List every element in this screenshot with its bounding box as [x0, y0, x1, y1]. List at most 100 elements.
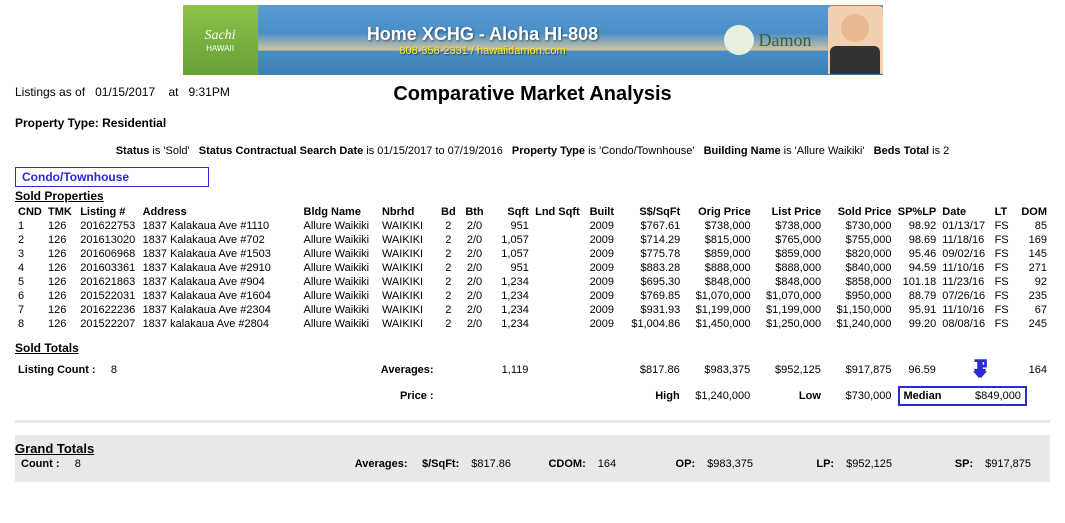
banner-text: Home XCHG - Aloha HI-808 808-358-2331 / … [258, 24, 708, 57]
palm-island-icon [724, 25, 754, 55]
prop-type-label: Property Type: [15, 116, 99, 130]
f-status-val: is 'Sold' [152, 145, 189, 157]
sold-properties-header: Sold Properties [15, 189, 1050, 203]
at-label: at [168, 85, 178, 99]
banner-brand: Damon [708, 25, 828, 55]
avg-splp: 96.59 [895, 355, 939, 384]
col-bd: Bd [437, 205, 459, 219]
gt-ss-label: $/SqFt: [422, 458, 459, 470]
avg-sqft: 1,119 [489, 355, 531, 384]
f-ptype-lbl: Property Type [512, 145, 585, 157]
f-scsd-lbl: Status Contractual Search Date [199, 145, 363, 157]
table-header-row: CND TMK Listing # Address Bldg Name Nbrh… [15, 205, 1050, 219]
gt-cdom: 164 [592, 456, 633, 472]
col-spsqft: S$/SqFt [621, 205, 683, 219]
low-label: Low [799, 390, 821, 402]
grand-totals-row: Count : 8 Averages: $/SqFt: $817.86 CDOM… [15, 456, 1050, 472]
table-row: 21262016130201837 Kalakaua Ave #702Allur… [15, 233, 1050, 247]
logo-top: Sachi [204, 28, 235, 44]
sold-totals-header: Sold Totals [15, 341, 1050, 355]
filter-row: Status is 'Sold' Status Contractual Sear… [15, 145, 1050, 157]
banner-inner: Sachi HAWAII Home XCHG - Aloha HI-808 80… [183, 5, 883, 75]
avg-ss: $817.86 [620, 355, 683, 384]
table-row: 11262016227531837 Kalakaua Ave #1110Allu… [15, 219, 1050, 233]
avg-sp: $917,875 [824, 355, 895, 384]
grand-totals-header: Grand Totals [15, 441, 1050, 456]
table-row: 71262016222361837 Kalakaua Ave #2304Allu… [15, 303, 1050, 317]
col-dom: DOM [1016, 205, 1050, 219]
gt-op: $983,375 [701, 456, 772, 472]
table-row: 41262016033611837 Kalakaua Ave #2910Allu… [15, 261, 1050, 275]
avg-lp: $952,125 [753, 355, 824, 384]
f-ptype-val: is 'Condo/Townhouse' [588, 145, 694, 157]
avg-label: Averages: [381, 364, 434, 376]
divider [15, 420, 1050, 423]
median-label: Median [904, 390, 942, 402]
banner-sub: 808-358-2331 / hawaiidamon.com [258, 45, 708, 57]
col-date: Date [939, 205, 991, 219]
logo-bottom: HAWAII [206, 44, 234, 53]
col-lnd: Lnd Sqft [532, 205, 583, 219]
prop-type-value: Residential [102, 116, 166, 130]
brand-text: Damon [759, 30, 812, 51]
f-beds-lbl: Beds Total [874, 145, 929, 157]
banner: Sachi HAWAII Home XCHG - Aloha HI-808 80… [15, 5, 1050, 75]
col-list: List Price [754, 205, 824, 219]
f-scsd-val: is 01/15/2017 to 07/19/2016 [366, 145, 502, 157]
listings-time: 9:31PM [189, 85, 230, 99]
table-row: 51262016218631837 Kalakaua Ave #904Allur… [15, 275, 1050, 289]
listings-date: 01/15/2017 [95, 85, 155, 99]
table-row: 31262016069681837 Kalakaua Ave #1503Allu… [15, 247, 1050, 261]
gt-cdom-label: CDOM: [548, 458, 585, 470]
gt-ss: $817.86 [465, 456, 531, 472]
f-bname-lbl: Building Name [704, 145, 781, 157]
col-built: Built [583, 205, 621, 219]
listings-table: CND TMK Listing # Address Bldg Name Nbrh… [15, 205, 1050, 331]
median-val: $849,000 [975, 390, 1021, 402]
avg-op: $983,375 [683, 355, 754, 384]
col-listing: Listing # [77, 205, 139, 219]
gt-count-label: Count : [21, 458, 59, 470]
col-bth: Bth [459, 205, 489, 219]
grand-totals-section: Grand Totals Count : 8 Averages: $/SqFt:… [15, 435, 1050, 482]
low-val: $730,000 [824, 384, 895, 408]
avg-dom: 164 [1016, 355, 1050, 384]
median-box: Median $849,000 [898, 386, 1027, 406]
high-val: $1,240,000 [683, 384, 754, 408]
gt-lp: $952,125 [840, 456, 911, 472]
gt-avg-label: Averages: [355, 458, 408, 470]
col-address: Address [140, 205, 301, 219]
agent-photo [828, 6, 883, 74]
grand-totals-table: Count : 8 Averages: $/SqFt: $817.86 CDOM… [15, 456, 1050, 472]
col-sqft: Sqft [490, 205, 532, 219]
listings-label: Listings as of [15, 85, 85, 99]
col-lt: LT [992, 205, 1016, 219]
col-orig: Orig Price [683, 205, 753, 219]
prop-type-row: Property Type: Residential [15, 116, 1050, 130]
gt-count: 8 [75, 458, 81, 470]
high-label: High [655, 390, 679, 402]
banner-logo: Sachi HAWAII [183, 5, 258, 75]
listings-row: Listings as of 01/15/2017 at 9:31PM [15, 85, 377, 99]
lc-label: Listing Count : [18, 364, 96, 376]
col-splp: SP%LP [895, 205, 940, 219]
table-row: 81262015222071837 kalakaua Ave #2804Allu… [15, 317, 1050, 331]
lc-value: 8 [111, 364, 117, 376]
f-status-lbl: Status [116, 145, 150, 157]
gt-sp-label: SP: [955, 458, 973, 470]
gt-op-label: OP: [676, 458, 696, 470]
type-box: Condo/Townhouse [15, 167, 209, 187]
col-sold: Sold Price [824, 205, 894, 219]
median-arrow-icon [968, 357, 992, 379]
col-bldg: Bldg Name [301, 205, 379, 219]
totals-averages-row: Listing Count : 8 Averages: 1,119 $817.8… [15, 355, 1050, 384]
price-label: Price : [400, 390, 434, 402]
col-cnd: CND [15, 205, 45, 219]
f-beds-val: is 2 [932, 145, 949, 157]
sold-totals-table: Listing Count : 8 Averages: 1,119 $817.8… [15, 355, 1050, 408]
gt-lp-label: LP: [816, 458, 834, 470]
f-bname-val: is 'Allure Waikiki' [784, 145, 865, 157]
col-tmk: TMK [45, 205, 77, 219]
banner-title: Home XCHG - Aloha HI-808 [258, 24, 708, 45]
totals-price-row: Price : High $1,240,000 Low $730,000 Med… [15, 384, 1050, 408]
